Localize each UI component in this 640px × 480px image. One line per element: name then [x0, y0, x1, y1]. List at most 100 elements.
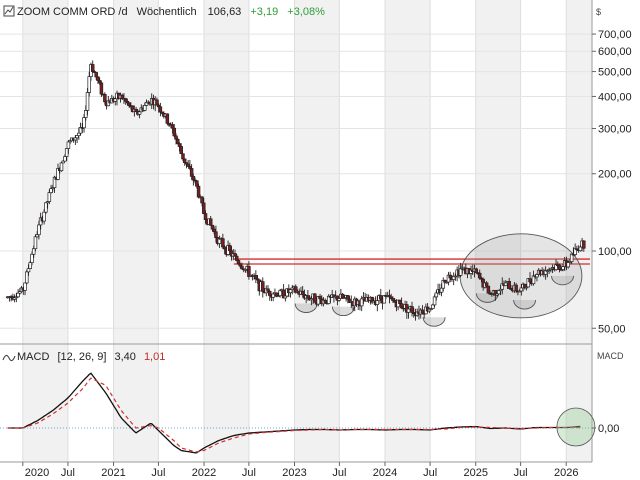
candle-body: [172, 127, 177, 137]
candle-body: [94, 72, 98, 78]
candle-body: [519, 287, 524, 292]
price-tick-label: 700,00: [598, 29, 632, 41]
candle-body: [203, 213, 208, 221]
price-candle[interactable]: [582, 240, 586, 252]
candle-body: [221, 238, 225, 248]
macd-label: MACD: [17, 351, 49, 363]
svg-text:ZOOM COMM ORD /d Wöchent: ZOOM COMM ORD /d Wöchentlich 106,63 +3,1…: [17, 6, 325, 18]
time-tick-label: Jul: [61, 467, 75, 479]
macd-header: MACD [12, 26, 9] 3,40 1,01 MACD: [2, 351, 624, 363]
candle-body: [271, 293, 275, 298]
time-band: [384, 0, 431, 462]
price-candle[interactable]: [59, 161, 64, 172]
candle-body: [375, 300, 380, 305]
price-candles[interactable]: [5, 60, 586, 321]
time-band: [113, 0, 159, 462]
candle-body: [313, 293, 317, 303]
time-tick-label: 2023: [282, 467, 306, 479]
time-band: [22, 0, 68, 462]
candle-body: [261, 281, 265, 292]
candle-body: [63, 156, 67, 162]
candle-body: [16, 292, 20, 298]
price-candle[interactable]: [44, 202, 48, 214]
price-change-percent: +3,08%: [287, 6, 325, 18]
vertical-gridlines: [22, 0, 567, 462]
candle-body: [66, 141, 71, 149]
interval-label: Wöchentlich: [137, 6, 197, 18]
candle-body: [165, 113, 170, 124]
price-candle[interactable]: [486, 285, 491, 294]
candle-body: [25, 271, 29, 284]
macd-wave-icon: [2, 354, 16, 362]
cup-marker: [475, 293, 499, 303]
candle-body: [439, 287, 444, 293]
price-candle[interactable]: [313, 293, 317, 303]
candle-body: [497, 290, 501, 295]
candle-body: [99, 82, 104, 95]
candle-body: [477, 272, 482, 279]
time-tick-label: Jul: [151, 467, 165, 479]
cup-marker: [551, 275, 574, 286]
candle-body: [189, 168, 194, 177]
chart-header: ZOOM COMM ORD /d Wöchentlich 106,63 +3,1…: [3, 5, 601, 18]
price-tick-label: 100,00: [598, 246, 632, 258]
candle-body: [200, 196, 204, 204]
signal-value: 1,01: [144, 351, 165, 363]
time-tick-label: Jul: [514, 467, 528, 479]
candle-body: [37, 224, 41, 236]
candle-body: [300, 290, 305, 295]
candle-body: [434, 292, 439, 298]
candle-body: [90, 64, 95, 72]
macd-tick-label: 0,00: [598, 423, 619, 435]
candle-body: [85, 92, 90, 111]
candle-body: [228, 245, 232, 252]
candle-body: [528, 278, 532, 283]
candle-body: [278, 290, 282, 297]
candle-body: [175, 138, 180, 144]
candle-body: [267, 290, 272, 296]
candle-body: [179, 146, 183, 155]
candle-body: [186, 163, 190, 167]
candle-body: [233, 253, 237, 257]
candle-body: [113, 98, 118, 102]
time-tick-label: 2025: [463, 467, 487, 479]
candle-body: [566, 262, 570, 268]
candle-body: [503, 282, 508, 286]
candle-body: [42, 211, 46, 222]
macd-value: 3,40: [114, 351, 135, 363]
candle-body: [410, 306, 414, 313]
price-tick-label: 600,00: [598, 46, 632, 58]
candle-body: [82, 117, 86, 129]
candle-body: [84, 110, 88, 118]
candle-body: [155, 99, 159, 106]
candle-body: [49, 188, 53, 193]
candle-body: [514, 284, 518, 292]
time-tick-label: 2022: [192, 467, 216, 479]
candle-body: [30, 253, 34, 263]
candle-body: [202, 202, 206, 214]
macd-axis-labels: 0,00: [592, 423, 619, 435]
candle-body: [47, 192, 52, 202]
candle-body: [561, 266, 565, 270]
price-change: +3,19: [250, 6, 278, 18]
time-tick-label: Jul: [423, 467, 437, 479]
candle-body: [432, 296, 437, 306]
candle-body: [195, 180, 199, 187]
candle-body: [507, 281, 511, 289]
candle-body: [359, 298, 364, 307]
candle-body: [181, 153, 185, 160]
time-tick-label: 2020: [25, 467, 49, 479]
candle-body: [177, 143, 182, 147]
time-axis-labels: 2020 Jul 2021 Jul 2022 Jul 2023 Jul 2024 Jul 2025 J…: [22, 462, 578, 479]
candle-body: [182, 158, 187, 163]
candle-body: [398, 299, 402, 304]
candle-body: [578, 246, 583, 252]
candle-body: [26, 268, 31, 273]
macd-highlight-circle: [556, 407, 596, 447]
time-bands: [22, 0, 592, 462]
candle-body: [535, 274, 539, 278]
signal-line[interactable]: [7, 377, 581, 453]
candle-body: [210, 224, 215, 230]
candle-body: [137, 111, 142, 115]
